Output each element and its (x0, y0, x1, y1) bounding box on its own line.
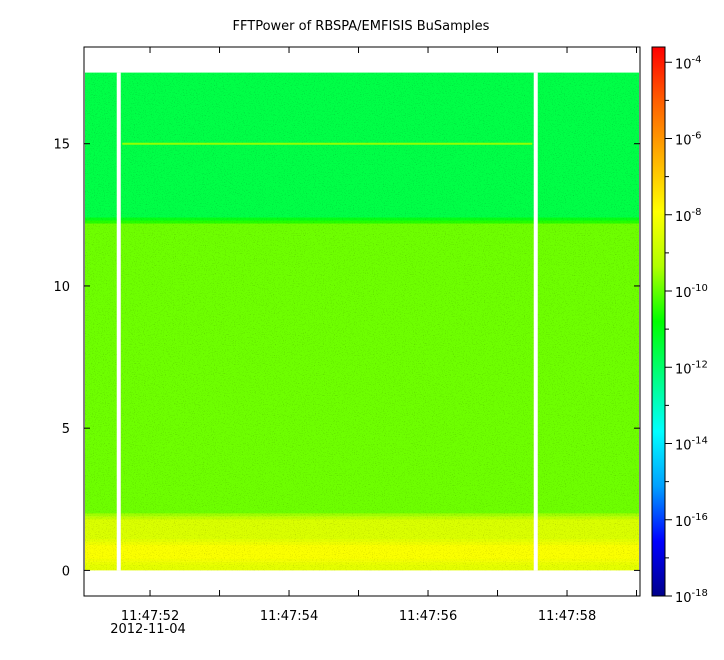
colorbar-tick-label: 10-4 (675, 54, 702, 72)
plot-frame (83, 46, 641, 597)
colorbar-tick-label: 10-6 (675, 131, 702, 149)
data-gap (533, 72, 538, 571)
colorbar-tick-label: 10-14 (675, 436, 708, 454)
x-tick-label: 11:47:54 (260, 609, 318, 624)
spectrogram-bands (85, 72, 639, 571)
colorbar-scale (651, 46, 666, 597)
colorbar-tick-label: 10-18 (675, 588, 708, 606)
x-tick-label: 11:47:52 (121, 609, 179, 624)
x-tick-date-label: 2012-11-04 (110, 622, 186, 637)
data-gap (116, 72, 121, 571)
y-tick-label: 0 (62, 564, 70, 579)
y-axis: 0 5 10 15 (53, 138, 640, 579)
x-tick-label: 11:47:58 (538, 609, 596, 624)
colorbar-tick-label: 10-10 (675, 283, 708, 301)
colorbar: 10-4 10-6 10-8 10-10 10-12 10-14 10-16 10-18 (651, 46, 708, 606)
spectrogram-plot-area (83, 46, 641, 597)
colorbar-tick-label: 10-8 (675, 207, 702, 225)
colorbar-tick-label: 10-16 (675, 512, 708, 530)
y-tick-label: 15 (53, 138, 70, 153)
spectrogram-speckle (85, 72, 639, 571)
colorbar-tick-label: 10-12 (675, 359, 708, 377)
y-tick-label: 5 (62, 422, 70, 437)
y-tick-label: 10 (53, 280, 70, 295)
x-tick-label: 11:47:56 (399, 609, 457, 624)
chart-title: FFTPower of RBSPA/EMFISIS BuSamples (233, 19, 490, 34)
